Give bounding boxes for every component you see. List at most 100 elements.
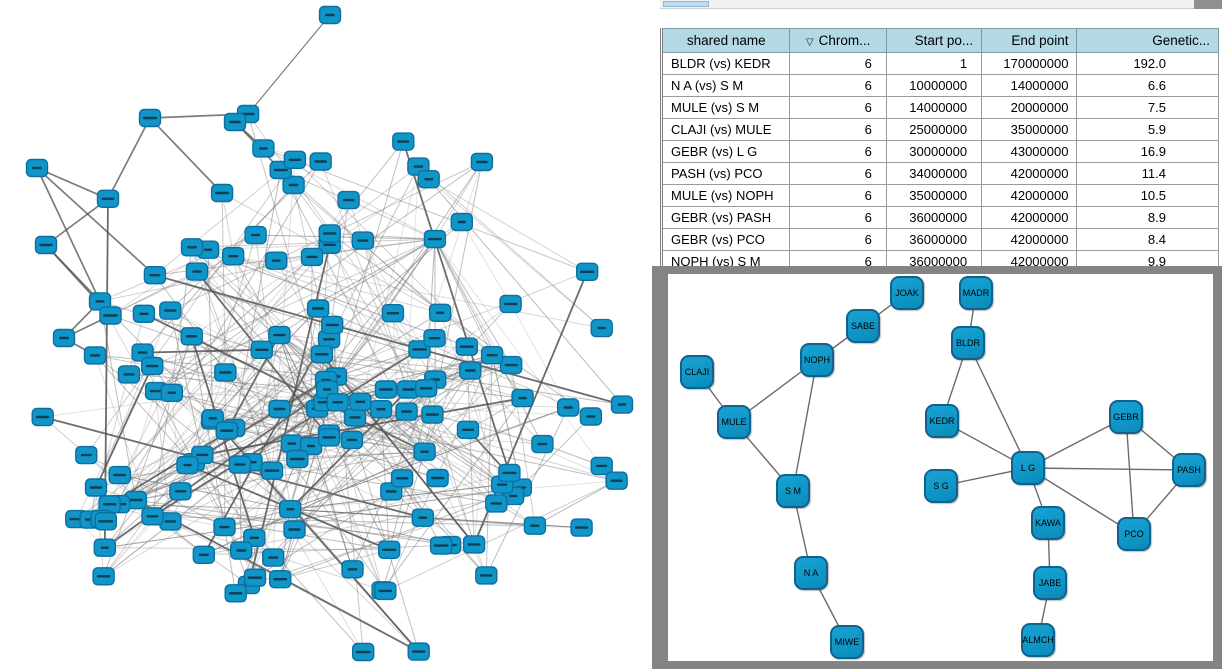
- table-row[interactable]: CLAJI (vs) MULE 6 25000000 35000000 5.9: [660, 118, 1219, 141]
- overview-node-label: [385, 490, 397, 493]
- column-header-start-po-[interactable]: Start po...: [885, 28, 983, 53]
- node-GEBR[interactable]: GEBR: [1109, 400, 1143, 434]
- node-CLAJI[interactable]: CLAJI: [680, 355, 714, 389]
- table-row[interactable]: PASH (vs) PCO 6 34000000 42000000 11.4: [660, 162, 1219, 185]
- node-KEDR[interactable]: KEDR: [925, 404, 959, 438]
- cell: GEBR (vs) L G: [660, 140, 791, 163]
- table-horizontal-scrollbar[interactable]: [660, 0, 1196, 9]
- overview-node-label: [268, 556, 279, 559]
- node-S-M[interactable]: S M: [776, 474, 810, 508]
- overview-node-label: [228, 592, 243, 595]
- overview-node-label: [167, 391, 176, 394]
- cell: MULE (vs) NOPH: [660, 184, 791, 207]
- table-row[interactable]: BLDR (vs) KEDR 6 1 170000000 192.0: [660, 52, 1219, 75]
- overview-node-label: [102, 503, 117, 506]
- node-MULE[interactable]: MULE: [717, 405, 751, 439]
- column-header-shared-name[interactable]: shared name: [660, 28, 791, 53]
- node-MADR[interactable]: MADR: [959, 276, 993, 310]
- cell: 11.4: [1076, 162, 1219, 185]
- overview-nodes: [25, 5, 634, 662]
- node-SABE[interactable]: SABE: [846, 309, 880, 343]
- table-row[interactable]: GEBR (vs) PCO 6 36000000 42000000 8.4: [660, 228, 1219, 251]
- overview-node-label: [323, 232, 337, 235]
- overview-node-label: [435, 311, 445, 314]
- cell: 35000000: [981, 118, 1078, 141]
- node-KAWA[interactable]: KAWA: [1031, 506, 1065, 540]
- scrollbar-thumb[interactable]: [663, 1, 709, 7]
- overview-node-label: [322, 436, 336, 439]
- column-header-end-point[interactable]: End point: [981, 28, 1078, 53]
- edge-GEBR-PCO[interactable]: [1125, 416, 1135, 535]
- edge-NOPH-S M[interactable]: [792, 359, 818, 492]
- cell: 6: [789, 74, 887, 97]
- cell: 20000000: [981, 96, 1078, 119]
- cell: 36000000: [885, 206, 983, 229]
- table-row[interactable]: GEBR (vs) PASH 6 36000000 42000000 8.9: [660, 206, 1219, 229]
- cell: 14000000: [981, 74, 1078, 97]
- overview-node-label: [617, 403, 627, 406]
- column-header-label: shared name: [686, 33, 766, 48]
- table-row[interactable]: MULE (vs) S M 6 14000000 20000000 7.5: [660, 96, 1219, 119]
- table-row[interactable]: MULE (vs) NOPH 6 35000000 42000000 10.5: [660, 184, 1219, 207]
- node-PASH[interactable]: PASH: [1172, 453, 1206, 487]
- node-label: KAWA: [1035, 518, 1061, 528]
- cell: 10000000: [885, 74, 983, 97]
- overview-node-label: [490, 502, 502, 505]
- overview-node-label: [149, 274, 161, 277]
- overview-node-label: [273, 168, 288, 172]
- node-NOPH[interactable]: NOPH: [800, 343, 834, 377]
- node-label: ALMCH: [1022, 635, 1054, 645]
- overview-node-label: [288, 528, 301, 531]
- node-JABE[interactable]: JABE: [1033, 566, 1067, 600]
- overview-node-label: [95, 300, 105, 303]
- overview-node-label: [137, 351, 148, 354]
- overview-node-label: [401, 410, 412, 413]
- node-S-G[interactable]: S G: [924, 469, 958, 503]
- overview-node-label: [174, 490, 187, 493]
- cell: 43000000: [981, 140, 1078, 163]
- edge-L G-PCO[interactable]: [1027, 467, 1135, 535]
- overview-node-label: [273, 333, 286, 337]
- comparison-network-edges: [696, 292, 1190, 643]
- edge-BLDR-L G[interactable]: [967, 342, 1029, 469]
- cell: 36000000: [885, 228, 983, 251]
- node-N-A[interactable]: N A: [794, 556, 828, 590]
- table-row[interactable]: GEBR (vs) L G 6 30000000 43000000 16.9: [660, 140, 1219, 163]
- overview-node-label: [349, 416, 361, 419]
- overview-node-label: [418, 516, 428, 519]
- overview-node-label: [347, 438, 357, 442]
- overview-node-label: [574, 526, 589, 529]
- overview-node-label: [502, 471, 517, 475]
- column-header-chrom-[interactable]: ▽ Chrom...: [789, 28, 887, 53]
- overview-node-label: [428, 337, 441, 340]
- node-L-G[interactable]: L G: [1011, 451, 1045, 485]
- cell: 192.0: [1076, 52, 1219, 75]
- overview-node-label: [146, 515, 159, 518]
- comparison-network-canvas[interactable]: JOAK SABE NOPH CLAJI MULE S M N A MIWE MADR BLDR K…: [668, 274, 1213, 661]
- table-row[interactable]: N A (vs) S M 6 10000000 14000000 6.6: [660, 74, 1219, 97]
- edge-L G-PASH[interactable]: [1027, 467, 1190, 471]
- node-ALMCH[interactable]: ALMCH: [1021, 623, 1055, 657]
- cell: GEBR (vs) PASH: [660, 206, 791, 229]
- node-JOAK[interactable]: JOAK: [890, 276, 924, 310]
- cell: 14000000: [885, 96, 983, 119]
- overview-network-view[interactable]: [0, 0, 652, 669]
- overview-node-label: [486, 354, 498, 357]
- overview-node-label: [139, 312, 149, 315]
- overview-node-label: [220, 429, 234, 432]
- overview-node-label: [80, 453, 92, 457]
- overview-node-label: [186, 335, 198, 338]
- cell: 34000000: [885, 162, 983, 185]
- node-label: PASH: [1177, 465, 1201, 475]
- overview-node-label: [96, 575, 111, 578]
- overview-node-label: [530, 524, 540, 527]
- overview-node-label: [273, 578, 288, 581]
- node-BLDR[interactable]: BLDR: [951, 326, 985, 360]
- comparison-network-panel: JOAK SABE NOPH CLAJI MULE S M N A MIWE MADR BLDR K…: [652, 266, 1222, 669]
- cell: PASH (vs) PCO: [660, 162, 791, 185]
- node-MIWE[interactable]: MIWE: [830, 625, 864, 659]
- overview-node-label: [312, 307, 325, 310]
- overview-node-label: [355, 400, 366, 403]
- column-header-genetic-[interactable]: Genetic...: [1076, 28, 1219, 53]
- node-PCO[interactable]: PCO: [1117, 517, 1151, 551]
